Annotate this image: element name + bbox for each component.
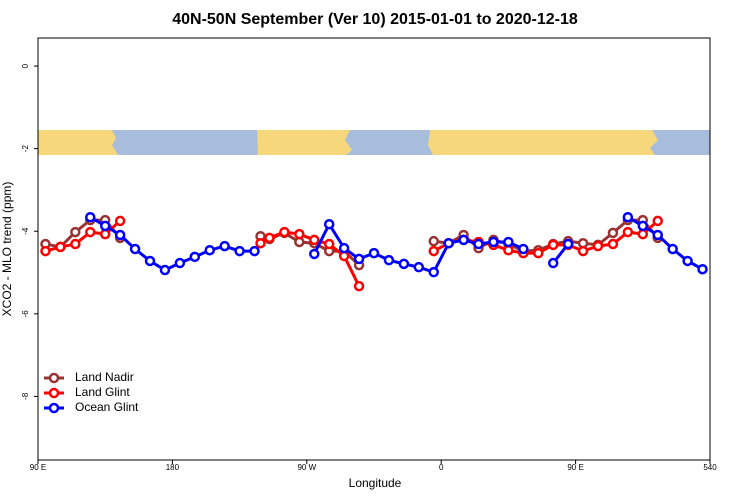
x-tick-label: 180: [166, 463, 180, 472]
data-point: [99, 228, 111, 240]
data-point: [428, 235, 439, 247]
data-point: [353, 280, 365, 292]
data-point: [428, 266, 439, 278]
data-point: [264, 232, 275, 244]
y-tick-label: -2: [21, 145, 30, 153]
data-point: [368, 247, 380, 259]
data-point: [428, 245, 439, 257]
data-point: [114, 229, 126, 241]
data-point: [533, 247, 544, 259]
x-tick-label: 0: [439, 463, 444, 472]
legend-marker: [48, 387, 60, 399]
data-point: [562, 238, 574, 250]
data-point: [309, 234, 320, 246]
land-north-america: [257, 130, 352, 155]
data-point: [488, 236, 499, 248]
data-point: [70, 226, 81, 238]
data-point: [129, 243, 141, 255]
data-point: [458, 234, 469, 246]
data-point: [503, 236, 514, 248]
data-point: [607, 238, 619, 250]
data-point: [443, 237, 454, 249]
x-tick-label: 90 E: [567, 463, 583, 472]
data-point: [40, 245, 51, 257]
data-point: [174, 257, 186, 269]
y-tick-label: -4: [21, 227, 30, 235]
y-tick-label: 0: [21, 63, 30, 68]
data-point: [637, 228, 649, 240]
data-point: [353, 253, 365, 265]
data-point: [652, 229, 663, 241]
data-point: [323, 238, 335, 250]
data-point: [294, 228, 305, 240]
data-point: [398, 258, 410, 270]
data-point: [249, 245, 260, 257]
data-point: [279, 226, 290, 238]
data-point: [697, 263, 708, 275]
legend-marker: [48, 372, 60, 384]
data-point: [219, 240, 230, 252]
data-point: [383, 254, 395, 266]
data-point: [55, 241, 66, 253]
data-point: [159, 264, 171, 276]
data-point: [85, 226, 96, 238]
data-point: [309, 248, 320, 260]
legend-label: Land Glint: [75, 385, 130, 399]
data-point: [592, 240, 604, 252]
data-point: [667, 243, 678, 255]
data-point: [144, 255, 156, 267]
data-point: [503, 244, 514, 256]
data-point: [622, 211, 634, 223]
data-point: [607, 227, 619, 239]
x-tick-label: 90 E: [30, 463, 46, 472]
legend-label: Land Nadir: [75, 370, 134, 384]
data-point: [518, 243, 529, 255]
land-eurasia: [428, 130, 658, 155]
data-point: [85, 211, 96, 223]
data-point: [637, 220, 649, 232]
data-point: [70, 238, 81, 250]
map-strip: [38, 130, 710, 155]
y-tick-label: -8: [21, 392, 30, 400]
data-point: [473, 238, 484, 250]
x-tick-label: 540: [703, 463, 717, 472]
data-point: [189, 251, 201, 263]
data-point: [234, 245, 245, 257]
x-tick-label: 90 W: [297, 463, 316, 472]
data-point: [323, 218, 335, 230]
data-point: [204, 244, 215, 256]
data-point: [577, 245, 589, 257]
y-tick-label: -6: [21, 310, 30, 318]
plot-frame: [37, 37, 711, 461]
data-point: [547, 257, 559, 269]
data-point: [622, 226, 634, 238]
legend-marker: [48, 402, 60, 414]
data-point: [255, 237, 266, 249]
data-point: [652, 215, 663, 227]
data-point: [413, 261, 425, 273]
land-asia-east: [38, 130, 118, 155]
data-point: [99, 220, 111, 232]
x-axis-label: Longitude: [349, 476, 402, 490]
data-point: [682, 255, 693, 267]
data-point: [114, 215, 126, 227]
legend-label: Ocean Glint: [75, 400, 139, 414]
chart-title: 40N-50N September (Ver 10) 2015-01-01 to…: [172, 11, 578, 28]
data-point: [338, 242, 350, 254]
data-point: [547, 239, 559, 251]
y-axis-label: XCO2 - MLO trend (ppm): [0, 182, 14, 317]
